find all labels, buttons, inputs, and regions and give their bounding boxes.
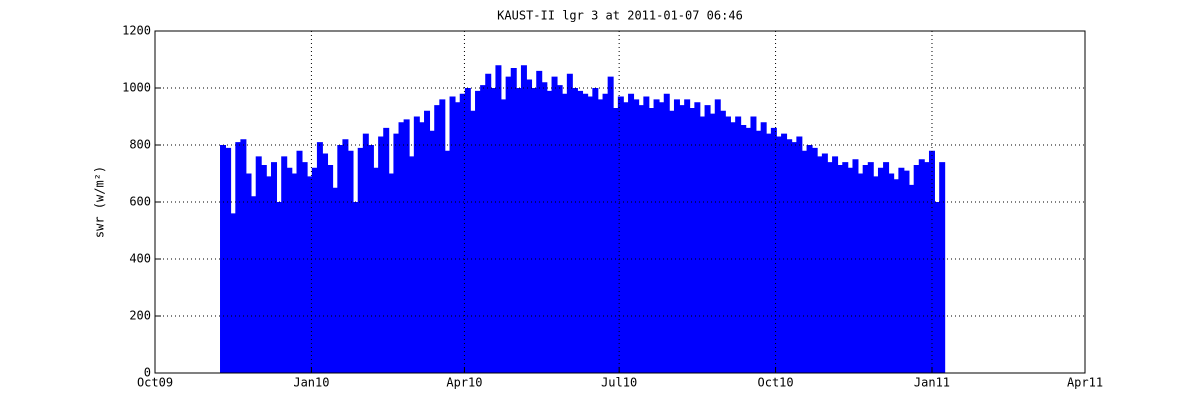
x-tick-label: Jul10 [601, 376, 637, 390]
y-tick-label: 600 [129, 195, 151, 209]
y-tick-label: 1000 [122, 81, 151, 95]
y-tick-label: 400 [129, 252, 151, 266]
x-tick-label: Apr10 [446, 376, 482, 390]
y-axis-label: swr (w/m²) [93, 166, 107, 238]
plot-frame [154, 30, 1086, 374]
y-tick-label: 800 [129, 138, 151, 152]
y-tick-label: 1200 [122, 24, 151, 38]
x-tick-label: Oct10 [758, 376, 794, 390]
x-tick-label: Apr11 [1067, 376, 1103, 390]
x-tick-label: Jan10 [293, 376, 329, 390]
y-tick-label: 200 [129, 309, 151, 323]
x-tick-label: Oct09 [137, 376, 173, 390]
x-tick-label: Jan11 [914, 376, 950, 390]
chart-title: KAUST-II lgr 3 at 2011-01-07 06:46 [497, 9, 743, 23]
y-tick-label: 0 [144, 366, 151, 380]
